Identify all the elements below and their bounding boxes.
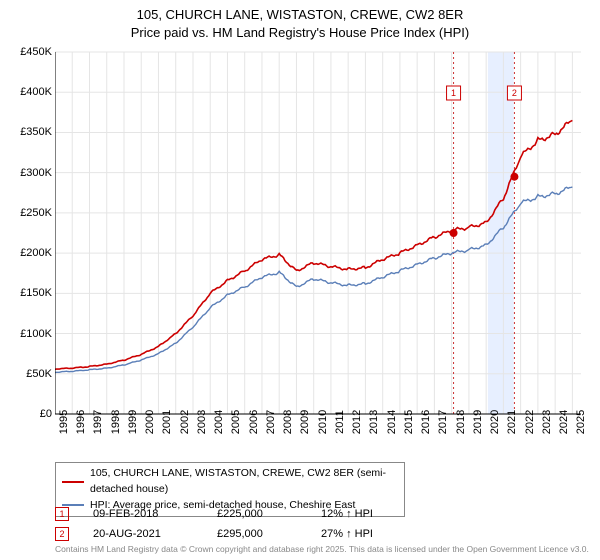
x-tick-label: 2022	[524, 410, 536, 434]
x-tick-label: 2008	[282, 410, 294, 434]
title-line-1: 105, CHURCH LANE, WISTASTON, CREWE, CW2 …	[0, 6, 600, 24]
marker-price: £295,000	[217, 528, 297, 540]
x-tick-label: 2003	[196, 410, 208, 434]
marker-date: 09-FEB-2018	[93, 508, 193, 520]
x-tick-label: 2018	[455, 410, 467, 434]
chart-svg: 12	[55, 48, 585, 418]
y-tick-label: £300K	[20, 167, 52, 179]
x-tick-label: 2000	[144, 410, 156, 434]
legend-row: 105, CHURCH LANE, WISTASTON, CREWE, CW2 …	[62, 466, 398, 498]
x-tick-label: 2024	[558, 410, 570, 434]
y-tick-label: £200K	[20, 247, 52, 259]
x-tick-label: 2001	[161, 410, 173, 434]
y-tick-label: £50K	[26, 368, 52, 380]
x-tick-label: 2005	[230, 410, 242, 434]
x-tick-label: 2019	[472, 410, 484, 434]
y-tick-label: £150K	[20, 287, 52, 299]
x-tick-label: 2025	[575, 410, 587, 434]
svg-text:1: 1	[451, 88, 456, 98]
marker-table: 1 09-FEB-2018 £225,000 12% ↑ HPI 2 20-AU…	[55, 504, 575, 544]
y-tick-label: £350K	[20, 126, 52, 138]
marker-row: 2 20-AUG-2021 £295,000 27% ↑ HPI	[55, 524, 575, 544]
x-tick-label: 2010	[317, 410, 329, 434]
chart-container: 105, CHURCH LANE, WISTASTON, CREWE, CW2 …	[0, 0, 600, 560]
x-tick-label: 2020	[489, 410, 501, 434]
x-tick-label: 2014	[386, 410, 398, 434]
y-tick-label: £450K	[20, 46, 52, 58]
x-tick-label: 2011	[334, 410, 346, 434]
svg-text:2: 2	[512, 88, 517, 98]
x-tick-label: 1996	[75, 410, 87, 434]
x-tick-label: 1998	[110, 410, 122, 434]
marker-row: 1 09-FEB-2018 £225,000 12% ↑ HPI	[55, 504, 575, 524]
title-line-2: Price paid vs. HM Land Registry's House …	[0, 24, 600, 42]
marker-box-1: 1	[55, 507, 69, 521]
y-tick-label: £100K	[20, 328, 52, 340]
x-tick-label: 1999	[127, 410, 139, 434]
x-tick-label: 2023	[541, 410, 553, 434]
y-tick-label: £250K	[20, 207, 52, 219]
x-tick-label: 2017	[437, 410, 449, 434]
x-tick-label: 2021	[506, 410, 518, 434]
marker-date: 20-AUG-2021	[93, 528, 193, 540]
x-tick-label: 2007	[265, 410, 277, 434]
legend-label-0: 105, CHURCH LANE, WISTASTON, CREWE, CW2 …	[90, 466, 398, 498]
x-tick-label: 2004	[213, 410, 225, 434]
footer-text: Contains HM Land Registry data © Crown c…	[55, 545, 589, 555]
y-tick-label: £0	[40, 408, 52, 420]
x-tick-label: 2012	[351, 410, 363, 434]
y-tick-label: £400K	[20, 86, 52, 98]
x-tick-label: 2016	[420, 410, 432, 434]
x-tick-label: 2015	[403, 410, 415, 434]
x-tick-label: 2002	[179, 410, 191, 434]
x-tick-label: 2006	[248, 410, 260, 434]
title-block: 105, CHURCH LANE, WISTASTON, CREWE, CW2 …	[0, 0, 600, 41]
marker-box-2: 2	[55, 527, 69, 541]
chart-area: 12 £0£50K£100K£150K£200K£250K£300K£350K£…	[55, 48, 585, 418]
x-tick-label: 1997	[92, 410, 104, 434]
x-tick-label: 2009	[299, 410, 311, 434]
legend-swatch-0	[62, 481, 84, 483]
marker-price: £225,000	[217, 508, 297, 520]
marker-hpi: 27% ↑ HPI	[321, 528, 421, 540]
marker-hpi: 12% ↑ HPI	[321, 508, 421, 520]
x-tick-label: 2013	[368, 410, 380, 434]
x-tick-label: 1995	[58, 410, 70, 434]
